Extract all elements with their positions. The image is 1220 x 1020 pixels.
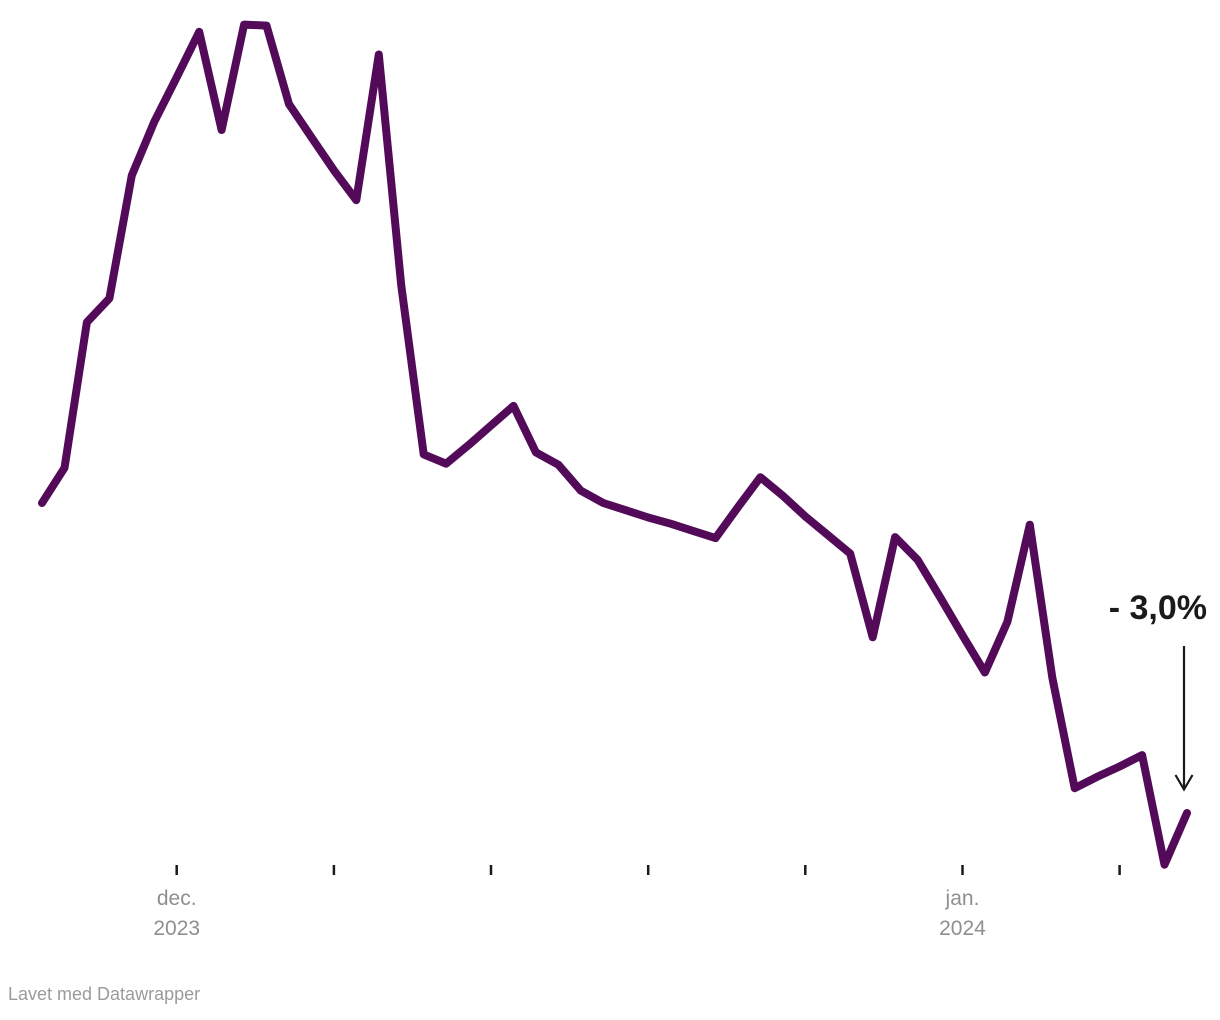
series-line — [38, 20, 1191, 869]
x-axis-label-jan-2024: jan. 2024 — [939, 884, 986, 944]
down-arrow-icon — [1174, 646, 1194, 792]
x-axis-month-label: jan. — [945, 887, 980, 910]
x-axis-year-label: 2023 — [153, 917, 201, 940]
x-axis-ticks — [175, 865, 1121, 875]
annotation-value-label: - 3,0% — [1108, 589, 1207, 627]
x-axis-month-label: dec. — [156, 887, 197, 910]
datawrapper-attribution-link[interactable]: Lavet med Datawrapper — [8, 984, 201, 1004]
x-axis-year-label: 2024 — [939, 917, 986, 940]
x-axis-label-dec-2023: dec. 2023 — [153, 884, 200, 944]
annotation-arrow — [1174, 646, 1194, 792]
